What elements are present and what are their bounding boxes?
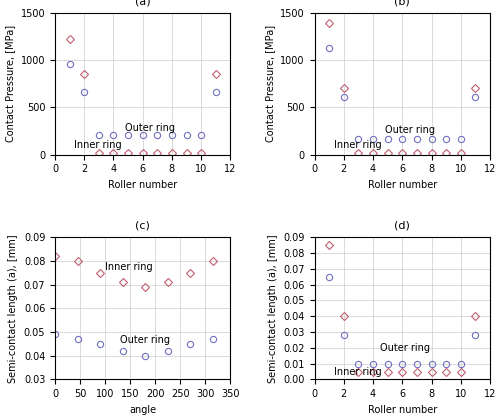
X-axis label: Roller number: Roller number (368, 405, 437, 415)
Text: Inner ring: Inner ring (334, 140, 381, 150)
Text: Outer ring: Outer ring (120, 335, 170, 345)
Title: (d): (d) (394, 221, 410, 231)
Text: Outer ring: Outer ring (125, 123, 175, 133)
Title: (c): (c) (136, 221, 150, 231)
Y-axis label: Semi-contact length (a), [mm]: Semi-contact length (a), [mm] (8, 234, 18, 383)
Text: Outer ring: Outer ring (380, 343, 430, 353)
Title: (a): (a) (135, 0, 150, 6)
Text: Inner ring: Inner ring (105, 262, 152, 272)
Y-axis label: Contact Pressure, [MPa]: Contact Pressure, [MPa] (264, 25, 274, 142)
Y-axis label: Contact Pressure, [MPa]: Contact Pressure, [MPa] (5, 25, 15, 142)
Text: Outer ring: Outer ring (385, 125, 435, 135)
Title: (b): (b) (394, 0, 410, 6)
Text: Inner ring: Inner ring (334, 367, 381, 377)
X-axis label: Roller number: Roller number (108, 180, 178, 190)
Y-axis label: Semi-contact length (a), [mm]: Semi-contact length (a), [mm] (268, 234, 278, 383)
X-axis label: angle: angle (129, 405, 156, 415)
X-axis label: Roller number: Roller number (368, 180, 437, 190)
Text: Inner ring: Inner ring (74, 140, 122, 150)
